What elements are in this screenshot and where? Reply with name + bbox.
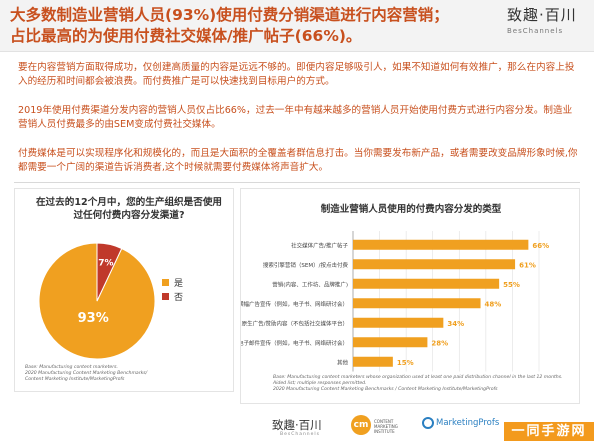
pie-slice-label-yes: 93% <box>78 311 109 326</box>
bar-value-label: 28% <box>431 339 448 347</box>
pie-legend: 是 否 <box>162 275 183 303</box>
beschannels-logo-en: BesChannels <box>280 432 321 437</box>
body-paragraph-1: 要在内容营销方面取得成功，仅创建高质量的内容是远远不够的。即便内容足够吸引人，如… <box>18 62 575 87</box>
pie-chart-panel: 在过去的12个月中，您的生产组织是否使用 过任何付费内容分发渠道? 93% 7% … <box>14 188 234 392</box>
bar <box>353 239 529 250</box>
pie-footnote: Base: Manufacturing content marketers. 2… <box>25 365 225 383</box>
bar-value-label: 66% <box>532 242 549 250</box>
page-title: 大多数制造业营销人员(93%)使用付费分销渠道进行内容营销； 占比最高的为使用付… <box>10 5 490 47</box>
pie-chart-question: 在过去的12个月中，您的生产组织是否使用 过任何付费内容分发渠道? <box>29 196 229 222</box>
bar-footnote: Base: Manufacturing content marketers wh… <box>273 375 573 393</box>
title-line-2: 占比最高的为使用付费社交媒体/推广帖子(66%)。 <box>10 27 362 45</box>
header-bar: 大多数制造业营销人员(93%)使用付费分销渠道进行内容营销； 占比最高的为使用付… <box>0 0 594 52</box>
legend-item-yes: 是 <box>162 275 183 289</box>
body-paragraph-2: 2019年使用付费渠道分发内容的营销人员仅占比66%，过去一年中有越来越多的营销… <box>18 105 573 130</box>
brand-logo: 致趣·百川 BesChannels <box>507 4 591 40</box>
cmi-logo-text: CONTENT MARKETING INSTITUTE <box>374 419 398 434</box>
pie-question-line-1: 在过去的12个月中，您的生产组织是否使用 <box>35 197 223 208</box>
bar-footnote-line-1: Base: Manufacturing content marketers wh… <box>273 375 563 380</box>
pie-question-line-2: 过任何付费内容分发渠道? <box>73 210 185 221</box>
beschannels-logo: 致趣·百川 <box>272 418 322 432</box>
bar-value-label: 15% <box>397 359 414 367</box>
brand-logo-en: BesChannels <box>507 27 564 35</box>
pie-slice-label-no: 7% <box>98 258 113 268</box>
pie-footnote-line-2: 2020 Manufacturing Content Marketing Ben… <box>25 371 148 376</box>
bar <box>353 259 516 270</box>
legend-swatch-no <box>162 292 169 300</box>
bar <box>353 337 428 348</box>
pie-footnote-line-3: Content Marketing Institute/MarketingPro… <box>25 377 125 382</box>
marketingprofs-logo: MarketingProfs <box>436 418 500 428</box>
category-label: 其他 <box>337 358 349 366</box>
legend-label-no: 否 <box>174 292 184 303</box>
category-label: 横幅广告宣传（例如，电子书、网络研讨会） <box>241 300 348 308</box>
bar-value-label: 55% <box>503 281 520 289</box>
legend-label-yes: 是 <box>174 278 184 289</box>
pie-slice-no <box>96 242 123 302</box>
bar-value-label: 34% <box>447 320 464 328</box>
category-label: 原生广告/赞助内容（不包括社交媒体平台） <box>242 319 348 327</box>
cmi-logo-icon: cm <box>351 415 371 435</box>
bar <box>353 298 481 309</box>
bar-chart-panel: 制造业营销人员使用的付费内容分发的类型 66% 社交媒体广告/推广帖子 61% 搜索引… <box>240 188 580 404</box>
category-label: 社交媒体广告/推广帖子 <box>291 241 348 249</box>
legend-swatch-yes <box>162 278 169 286</box>
category-label: 营销(内容、工作坊、品牌推广) <box>272 280 348 288</box>
brand-logo-cn: 致趣·百川 <box>507 6 577 24</box>
bar-value-label: 61% <box>519 261 536 269</box>
bar-value-label: 48% <box>485 300 502 308</box>
bar-chart: 66% 社交媒体广告/推广帖子 61% 搜索引擎营销（SEM）/按点击付费 55% 营销(… <box>241 231 549 372</box>
category-label: 搜索引擎营销（SEM）/按点击付费 <box>263 261 349 269</box>
bar <box>353 317 444 328</box>
title-line-1: 大多数制造业营销人员(93%)使用付费分销渠道进行内容营销； <box>10 6 449 24</box>
bar-footnote-line-2: Aided list; multiple responses permitted… <box>273 381 367 386</box>
bar-footnote-line-3: 2020 Manufacturing Content Marketing Ben… <box>273 387 498 392</box>
bar-chart-title: 制造业营销人员使用的付费内容分发的类型 <box>320 204 502 215</box>
bar <box>353 356 393 367</box>
pie-chart: 93% 7% <box>38 242 156 360</box>
pie-footnote-line-1: Base: Manufacturing content marketers. <box>25 365 119 370</box>
site-watermark: 一同手游网 <box>504 422 594 441</box>
category-label: 合作伙伴电子邮件宣传（例如，电子书、网络研讨会） <box>241 339 348 347</box>
partner-logos: 致趣·百川 BesChannels cm CONTENT MARKETING I… <box>250 412 594 441</box>
legend-item-no: 否 <box>162 289 183 303</box>
body-paragraph-3: 付费媒体是可以实现程序化和规模化的，而且是大面积的全覆盖者群信息打击。当你需要发… <box>18 148 578 173</box>
divider <box>14 182 580 183</box>
bar <box>353 278 500 289</box>
marketingprofs-icon <box>422 417 434 429</box>
